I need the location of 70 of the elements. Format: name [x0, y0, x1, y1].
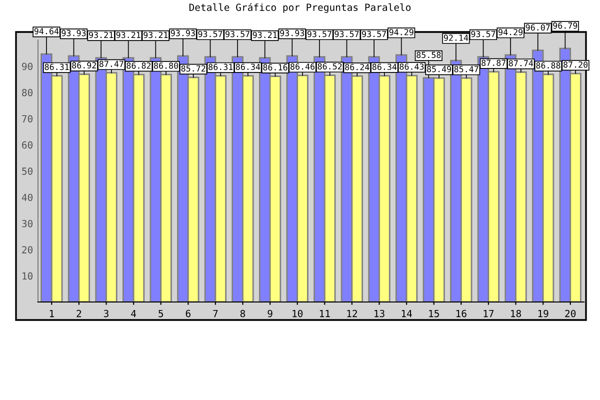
- y-tick-label: 40: [22, 194, 33, 202]
- data-label: 93.93: [170, 30, 195, 36]
- data-label: 93.93: [280, 30, 304, 36]
- y-tick-label: 90: [22, 62, 33, 70]
- data-label: 93.21: [144, 32, 168, 38]
- data-label: 93.57: [362, 30, 386, 38]
- data-label: 94.29: [389, 28, 414, 36]
- y-tick-label: 60: [22, 141, 33, 149]
- x-tick-label: 4: [131, 310, 136, 318]
- data-label: 92.14: [444, 34, 468, 41]
- x-tick-label: 19: [538, 310, 548, 318]
- y-tick-label: 80: [22, 88, 33, 96]
- x-tick-label: 15: [429, 310, 439, 318]
- data-label: 86.46: [290, 63, 315, 70]
- data-label: 85.49: [427, 66, 452, 72]
- data-label: 86.92: [72, 62, 96, 68]
- data-label: 87.74: [508, 60, 534, 66]
- x-tick-label: 13: [374, 310, 384, 318]
- x-tick-label: 20: [565, 310, 576, 318]
- data-label: 86.80: [154, 62, 178, 69]
- data-label: 86.34: [372, 64, 397, 70]
- y-tick-label: 20: [22, 246, 33, 254]
- x-tick-label: 12: [347, 310, 357, 318]
- data-label: 87.20: [564, 61, 588, 68]
- data-label: 85.72: [181, 65, 206, 72]
- data-label: 93.57: [471, 30, 496, 38]
- y-tick-label: 70: [22, 115, 33, 122]
- data-label: 86.82: [126, 62, 151, 69]
- x-tick-label: 9: [268, 310, 272, 318]
- data-label: 93.57: [334, 30, 359, 38]
- x-tick-label: 11: [320, 310, 330, 318]
- y-tick-label: 10: [22, 272, 33, 280]
- x-tick-label: 7: [213, 310, 218, 318]
- data-label: 93.21: [116, 32, 140, 38]
- x-tick-label: 6: [186, 310, 190, 318]
- data-label: 86.43: [400, 63, 424, 70]
- x-tick-label: 10: [292, 310, 303, 318]
- data-label: 93.57: [307, 30, 332, 38]
- data-label: 85.58: [416, 52, 441, 58]
- data-label: 87.87: [482, 60, 506, 66]
- data-label: 93.57: [198, 30, 222, 38]
- data-label: 93.21: [252, 32, 277, 38]
- y-tick-label: 50: [22, 168, 33, 175]
- data-label: 94.64: [34, 28, 59, 34]
- data-label: 94.29: [498, 28, 523, 36]
- data-label: 86.34: [236, 64, 260, 70]
- x-tick-label: 2: [76, 310, 82, 318]
- data-label: 96.79: [553, 22, 578, 29]
- x-tick-label: 8: [240, 310, 246, 318]
- data-label: 93.57: [226, 30, 250, 38]
- data-label: 93.21: [89, 32, 114, 38]
- data-label: 86.31: [208, 64, 233, 70]
- data-label: 86.16: [263, 64, 288, 70]
- data-label: 86.24: [345, 64, 370, 70]
- x-tick-label: 5: [158, 310, 163, 318]
- x-tick-label: 14: [402, 310, 412, 318]
- data-label: 93.93: [62, 30, 86, 36]
- data-label: 85.47: [454, 66, 478, 72]
- x-tick-label: 17: [484, 310, 494, 318]
- x-tick-label: 18: [511, 310, 521, 318]
- data-label: 86.52: [318, 63, 342, 70]
- y-tick-label: 30: [22, 220, 33, 228]
- x-tick-label: 16: [456, 310, 466, 318]
- data-label: 86.88: [536, 62, 560, 69]
- chart-title: Detalle Gráfico por Preguntas Paralelo: [189, 3, 411, 13]
- x-tick-label: 1: [50, 310, 54, 318]
- data-label: 96.07: [526, 24, 550, 31]
- x-tick-label: 3: [104, 310, 108, 318]
- data-label: 87.47: [99, 60, 124, 68]
- data-label: 86.31: [44, 64, 69, 70]
